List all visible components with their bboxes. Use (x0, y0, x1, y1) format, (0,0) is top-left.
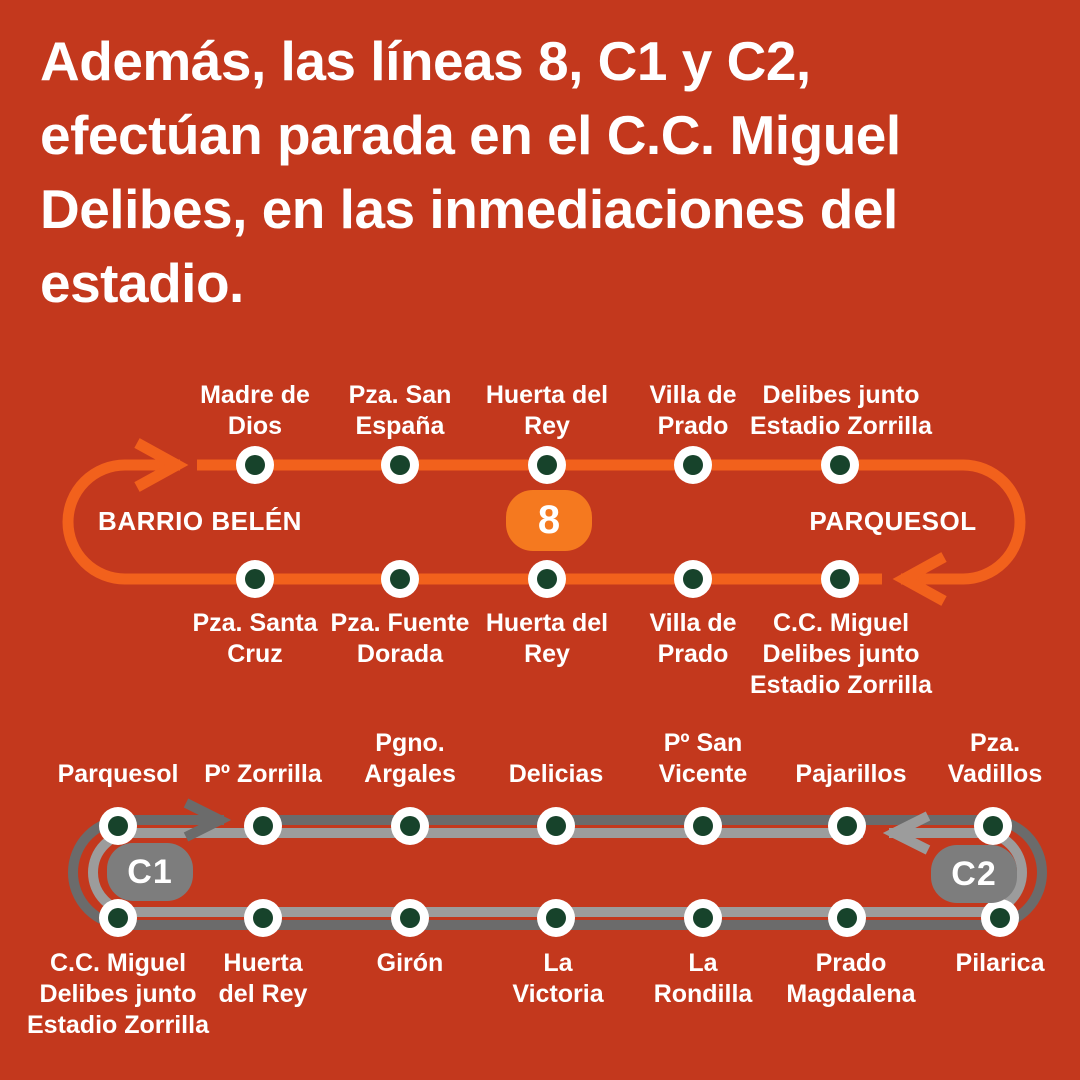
stop-marker (537, 807, 575, 845)
stop-marker (828, 899, 866, 937)
stop-label: Pza. Fuente Dorada (330, 609, 470, 668)
stop-marker (236, 560, 274, 598)
line8-gap (882, 571, 901, 587)
line8-arrow-left-icon (892, 552, 947, 606)
stop-label: Pza. Vadillos (947, 729, 1043, 788)
stop-label: Pilarica (955, 949, 1045, 977)
stop-label: C.C. Miguel Delibes junto Estadio Zorril… (750, 609, 932, 699)
stop-marker (99, 807, 137, 845)
c2-gap (863, 826, 889, 840)
c1-gap (224, 813, 246, 827)
stop-label: Huerta del Rey (218, 949, 308, 1008)
stop-marker (391, 899, 429, 937)
stop-marker (828, 807, 866, 845)
stop-marker (99, 899, 137, 937)
c2-arrow-left-icon (882, 811, 931, 855)
stop-label: Pº San Vicente (658, 729, 748, 788)
stop-label: Villa de Prado (649, 609, 737, 668)
c1-arrow-right-icon (183, 798, 232, 842)
stop-marker (236, 446, 274, 484)
stop-label: Delicias (508, 760, 604, 788)
terminus-label-left: BARRIO BELÉN (98, 506, 302, 536)
stop-label: Villa de Prado (649, 381, 737, 440)
stop-label: Pajarillos (795, 760, 907, 788)
stop-label: Parquesol (57, 760, 179, 788)
stop-label: Pza. San España (348, 381, 452, 440)
stop-label: Huerta del Rey (485, 609, 609, 668)
line8-badge: 8 (506, 490, 592, 551)
stop-marker (244, 899, 282, 937)
stop-label: Pza. Santa Cruz (192, 609, 318, 668)
stop-marker (674, 446, 712, 484)
stop-marker (381, 560, 419, 598)
line8-arrow-right-icon (134, 438, 189, 492)
stop-marker (821, 560, 859, 598)
stop-marker (974, 807, 1012, 845)
stop-marker (537, 899, 575, 937)
stop-marker (528, 560, 566, 598)
stop-marker (391, 807, 429, 845)
headline: Además, las líneas 8, C1 y C2, efectúan … (40, 30, 901, 314)
stop-label: La Rondilla (653, 949, 753, 1008)
stop-label: La Victoria (512, 949, 604, 1008)
stop-marker (674, 560, 712, 598)
stop-marker (821, 446, 859, 484)
stop-label: Delibes junto Estadio Zorrilla (750, 381, 932, 440)
stop-label: Pº Zorrilla (204, 760, 322, 788)
stop-label: C.C. Miguel Delibes junto Estadio Zorril… (27, 949, 209, 1039)
stop-marker (381, 446, 419, 484)
stop-marker (244, 807, 282, 845)
stop-label: Pgno. Argales (364, 729, 456, 788)
stop-label: Huerta del Rey (485, 381, 609, 440)
stop-label: Madre de Dios (200, 381, 310, 440)
stop-marker (528, 446, 566, 484)
stop-marker (981, 899, 1019, 937)
stop-marker (684, 899, 722, 937)
terminus-label-right: PARQUESOL (809, 506, 977, 536)
c1-badge: C1 (107, 843, 193, 901)
stop-label: Girón (376, 949, 444, 977)
stop-marker (684, 807, 722, 845)
line8-loop (62, 438, 1026, 606)
c2-badge: C2 (931, 845, 1017, 903)
line8-gap (180, 457, 197, 473)
stop-label: Prado Magdalena (786, 949, 916, 1008)
circular-lines-loop (68, 798, 1047, 937)
